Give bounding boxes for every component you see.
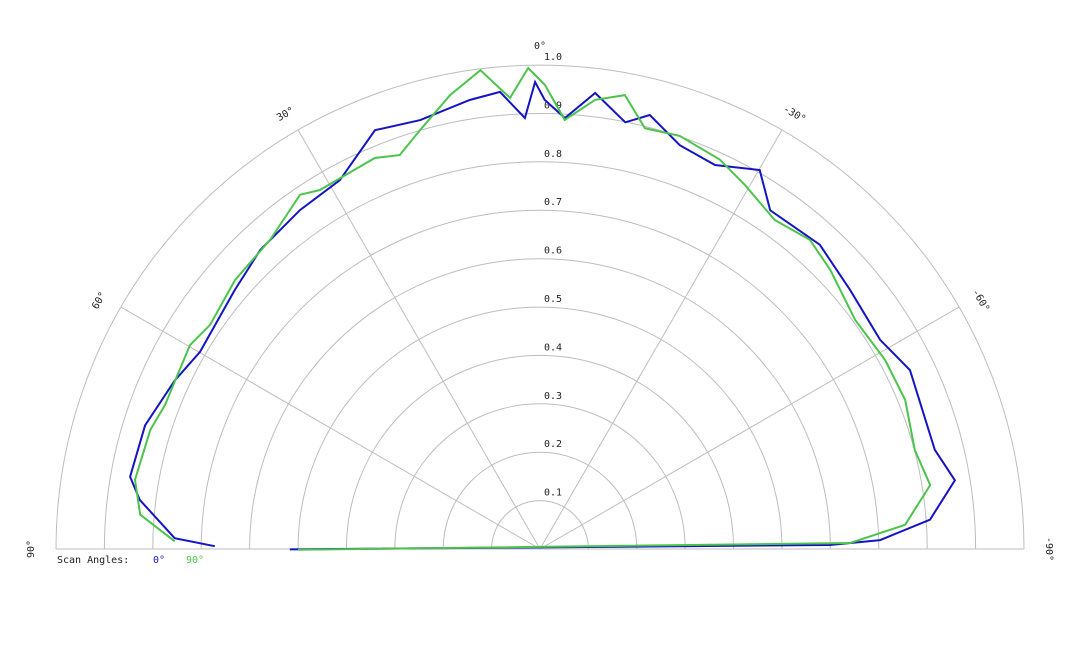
- theta-tick-label: -60°: [970, 288, 992, 314]
- grid-ring: [200, 209, 880, 550]
- theta-tick-label: 60°: [90, 290, 109, 311]
- r-tick-label: 0.3: [544, 391, 562, 402]
- legend-entry: 0°: [153, 555, 165, 566]
- spoke: [120, 306, 541, 550]
- grid-ring: [297, 306, 783, 550]
- grid-ring: [152, 161, 928, 550]
- theta-tick-label: 0°: [534, 41, 546, 52]
- grid-ring: [442, 451, 638, 550]
- spoke: [297, 129, 541, 550]
- grid-ring: [345, 354, 735, 550]
- r-tick-label: 0.5: [544, 294, 562, 305]
- grid-ring: [55, 64, 1025, 550]
- series-line: [129, 79, 957, 551]
- r-tick-label: 0.8: [544, 149, 562, 160]
- series-line: [133, 66, 932, 551]
- grid-ring: [103, 112, 977, 550]
- grid-ring: [249, 258, 831, 550]
- theta-tick-label: -90°: [1043, 537, 1054, 561]
- theta-tick-label: 30°: [275, 105, 296, 124]
- r-tick-label: 0.9: [544, 100, 562, 111]
- r-tick-label: 0.4: [544, 342, 562, 353]
- grid-ring: [394, 403, 686, 550]
- theta-tick-label: 90°: [26, 540, 37, 558]
- r-tick-label: 0.7: [544, 197, 562, 208]
- r-tick-label: 0.1: [544, 488, 562, 499]
- spoke: [539, 129, 783, 550]
- spoke: [539, 306, 960, 550]
- theta-tick-label: -30°: [781, 104, 807, 126]
- legend-entry: 90°: [186, 555, 204, 566]
- grid-ring: [491, 500, 589, 550]
- r-tick-label: 0.6: [544, 246, 562, 257]
- r-tick-label: 0.2: [544, 439, 562, 450]
- legend-title: Scan Angles:: [57, 555, 129, 566]
- r-tick-label: 1.0: [544, 52, 562, 63]
